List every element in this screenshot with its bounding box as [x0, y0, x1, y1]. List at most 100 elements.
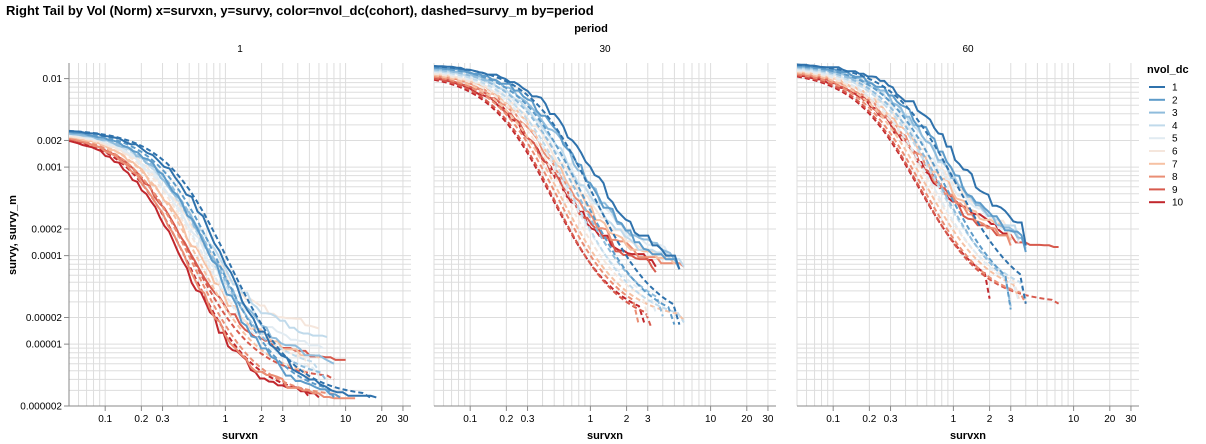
x-tick-label: 20 [1104, 414, 1116, 425]
x-axis-title: survxn [950, 430, 986, 442]
legend-label-3: 3 [1172, 108, 1178, 119]
series-line-survy_m-4 [434, 69, 685, 323]
y-tick-label: 0.000002 [20, 402, 62, 413]
facet-panels: 1 0.1 0.2 0.3 1 2 3 10 20 30 survxn 0.01 0.002 0.001 0… [20, 44, 1139, 442]
x-tick-label: 10 [705, 414, 717, 425]
legend-label-9: 9 [1172, 185, 1178, 196]
series-line-survy-4 [434, 69, 685, 268]
series-line-survy_m-9 [69, 138, 335, 381]
x-tick-label: 3 [645, 414, 651, 425]
x-tick-label: 1 [223, 414, 229, 425]
series-group [797, 63, 1060, 310]
series-line-survy-7 [434, 73, 676, 265]
series-line-survy_m-5 [797, 68, 1020, 302]
legend-label-6: 6 [1172, 147, 1178, 158]
x-tick-label: 0.1 [826, 414, 840, 425]
series-line-survy_m-10 [434, 78, 646, 323]
facet-panel-1: 1 0.1 0.2 0.3 1 2 3 10 20 30 survxn 0.01 0.002 0.001 0… [20, 44, 411, 442]
y-axis-title: survy, survy_m [7, 195, 19, 275]
y-tick-label: 0.001 [37, 163, 62, 174]
series-line-survy-2 [69, 131, 341, 399]
x-tick-label: 2 [987, 414, 993, 425]
legend-label-1: 1 [1172, 83, 1178, 94]
series-line-survy_m-7 [797, 71, 1020, 300]
x-tick-label: 20 [741, 414, 753, 425]
legend-label-5: 5 [1172, 134, 1178, 145]
x-tick-label: 0.3 [521, 414, 535, 425]
facet-panel-60: 60 0.1 0.2 0.3 1 2 3 10 20 30 survxn [796, 44, 1139, 442]
facet-header-title: period [574, 23, 608, 35]
series-line-survy-4 [797, 66, 1020, 241]
legend-label-7: 7 [1172, 159, 1178, 170]
y-tick-label: 0.01 [43, 74, 63, 85]
facet-label: 30 [599, 44, 611, 55]
y-tick-label: 0.0002 [31, 224, 62, 235]
x-tick-label: 0.3 [156, 414, 170, 425]
series-line-survy_m-8 [797, 73, 1027, 305]
x-tick-label: 3 [280, 414, 286, 425]
x-tick-label: 0.2 [499, 414, 513, 425]
series-line-survy_m-4 [797, 67, 1027, 300]
x-tick-label: 30 [1125, 414, 1137, 425]
series-line-survy_m-7 [434, 74, 685, 321]
series-line-survy_m-2 [797, 65, 1012, 310]
legend-label-10: 10 [1172, 198, 1184, 209]
x-axis-title: survxn [222, 430, 258, 442]
series-line-survy-1 [434, 65, 681, 270]
series-group [69, 129, 377, 400]
y-tick-label: 0.002 [37, 136, 62, 147]
y-tick-label: 0.00002 [26, 313, 63, 324]
legend-label-4: 4 [1172, 121, 1178, 132]
x-tick-label: 30 [397, 414, 409, 425]
y-tick-label: 0.0001 [31, 251, 62, 262]
series-line-survy-3 [69, 132, 335, 365]
series-line-survy_m-9 [434, 77, 653, 328]
series-line-survy-6 [69, 134, 320, 330]
series-line-survy-1 [69, 130, 377, 399]
series-line-survy-8 [69, 137, 356, 400]
series-line-survy_m-5 [434, 71, 657, 314]
series-line-survy_m-2 [69, 130, 335, 398]
y-tick-label: 0.00001 [26, 340, 63, 351]
series-line-survy-2 [797, 64, 1027, 253]
x-tick-label: 30 [762, 414, 774, 425]
x-tick-label: 1 [951, 414, 957, 425]
x-tick-label: 10 [1068, 414, 1080, 425]
series-line-survy_m-8 [434, 75, 640, 323]
x-tick-label: 0.1 [463, 414, 477, 425]
legend-label-2: 2 [1172, 95, 1178, 106]
facet-label: 60 [962, 44, 974, 55]
chart-title: Right Tail by Vol (Norm) x=survxn, y=sur… [6, 3, 594, 18]
legend-label-8: 8 [1172, 172, 1178, 183]
x-tick-label: 0.2 [862, 414, 876, 425]
x-tick-label: 3 [1008, 414, 1014, 425]
x-tick-label: 2 [259, 414, 265, 425]
series-line-survy-10 [69, 139, 320, 399]
x-tick-label: 1 [588, 414, 594, 425]
series-line-survy-5 [797, 68, 1020, 244]
x-tick-label: 20 [376, 414, 388, 425]
series-group [434, 65, 685, 328]
series-line-survy-9 [434, 76, 657, 273]
series-line-survy_m-1 [797, 63, 1027, 304]
series-line-survy-7 [69, 135, 320, 359]
x-tick-label: 10 [340, 414, 352, 425]
series-line-survy-5 [69, 133, 324, 350]
legend-title: nvol_dc [1147, 64, 1189, 76]
legend: nvol_dc 12 3 4 5 67 8 9 10 [1147, 64, 1189, 209]
facet-panel-30: 30 0.1 0.2 0.3 1 2 3 10 20 30 survxn [433, 44, 776, 442]
series-line-survy_m-6 [434, 72, 649, 317]
series-line-survy_m-10 [69, 138, 311, 399]
x-tick-label: 2 [624, 414, 630, 425]
series-line-survy_m-8 [69, 136, 341, 399]
series-line-survy_m-3 [434, 68, 664, 317]
x-axis-title: survxn [587, 430, 623, 442]
x-tick-label: 0.1 [98, 414, 112, 425]
series-line-survy-3 [797, 65, 1027, 249]
x-tick-label: 0.2 [134, 414, 148, 425]
facet-label: 1 [237, 44, 243, 55]
series-line-survy-9 [797, 73, 1059, 248]
x-tick-label: 0.3 [884, 414, 898, 425]
series-line-survy-1 [797, 63, 1027, 246]
